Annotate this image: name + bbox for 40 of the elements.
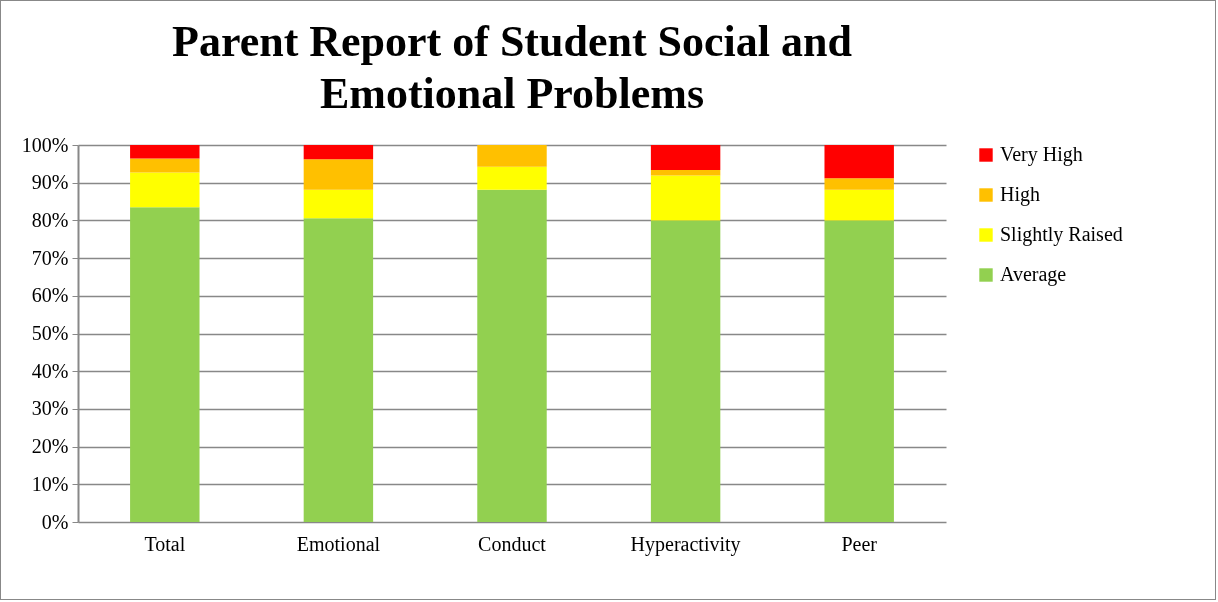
bar: [477, 145, 547, 167]
y-tick-label: 10%: [31, 472, 69, 495]
bar: [824, 145, 894, 179]
x-tick-label: Total: [144, 532, 186, 555]
bar: [477, 166, 547, 190]
y-tick-label: 90%: [31, 171, 69, 194]
y-tick-label: 50%: [31, 322, 69, 344]
bar: [650, 169, 721, 176]
y-tick-label: 30%: [31, 397, 69, 420]
bar: [130, 145, 200, 159]
bar: [477, 189, 547, 522]
bar: [824, 189, 894, 221]
bar: [824, 178, 894, 190]
bar: [130, 172, 200, 208]
y-tick-label: 100%: [21, 133, 69, 156]
x-tick-label: Emotional: [296, 532, 381, 555]
bar: [303, 189, 374, 219]
x-tick-label: Hyperactivity: [630, 532, 741, 556]
y-tick-label: 60%: [31, 284, 69, 307]
bar: [650, 175, 721, 221]
legend-label: High: [1000, 183, 1040, 206]
bar: [303, 218, 374, 522]
y-tick-label: 0%: [41, 510, 69, 533]
bar: [650, 145, 721, 170]
bar: [303, 145, 374, 160]
bar: [303, 159, 374, 190]
y-tick-label: 20%: [31, 435, 69, 458]
bar: [824, 220, 894, 522]
y-tick-label: 70%: [31, 246, 69, 269]
bar: [130, 158, 200, 173]
legend-label: Average: [1000, 263, 1067, 286]
y-tick-label: 80%: [31, 208, 69, 231]
legend-label: Very High: [1000, 143, 1083, 166]
x-tick-label: Conduct: [478, 532, 547, 555]
bar: [130, 207, 200, 522]
chart-title: Parent Report of Student Social and Emotional Problems: [172, 17, 852, 118]
x-tick-label: Peer: [841, 532, 878, 555]
bar: [650, 220, 721, 522]
y-tick-label: 40%: [31, 359, 69, 382]
legend-label: Slightly Raised: [1000, 223, 1123, 246]
